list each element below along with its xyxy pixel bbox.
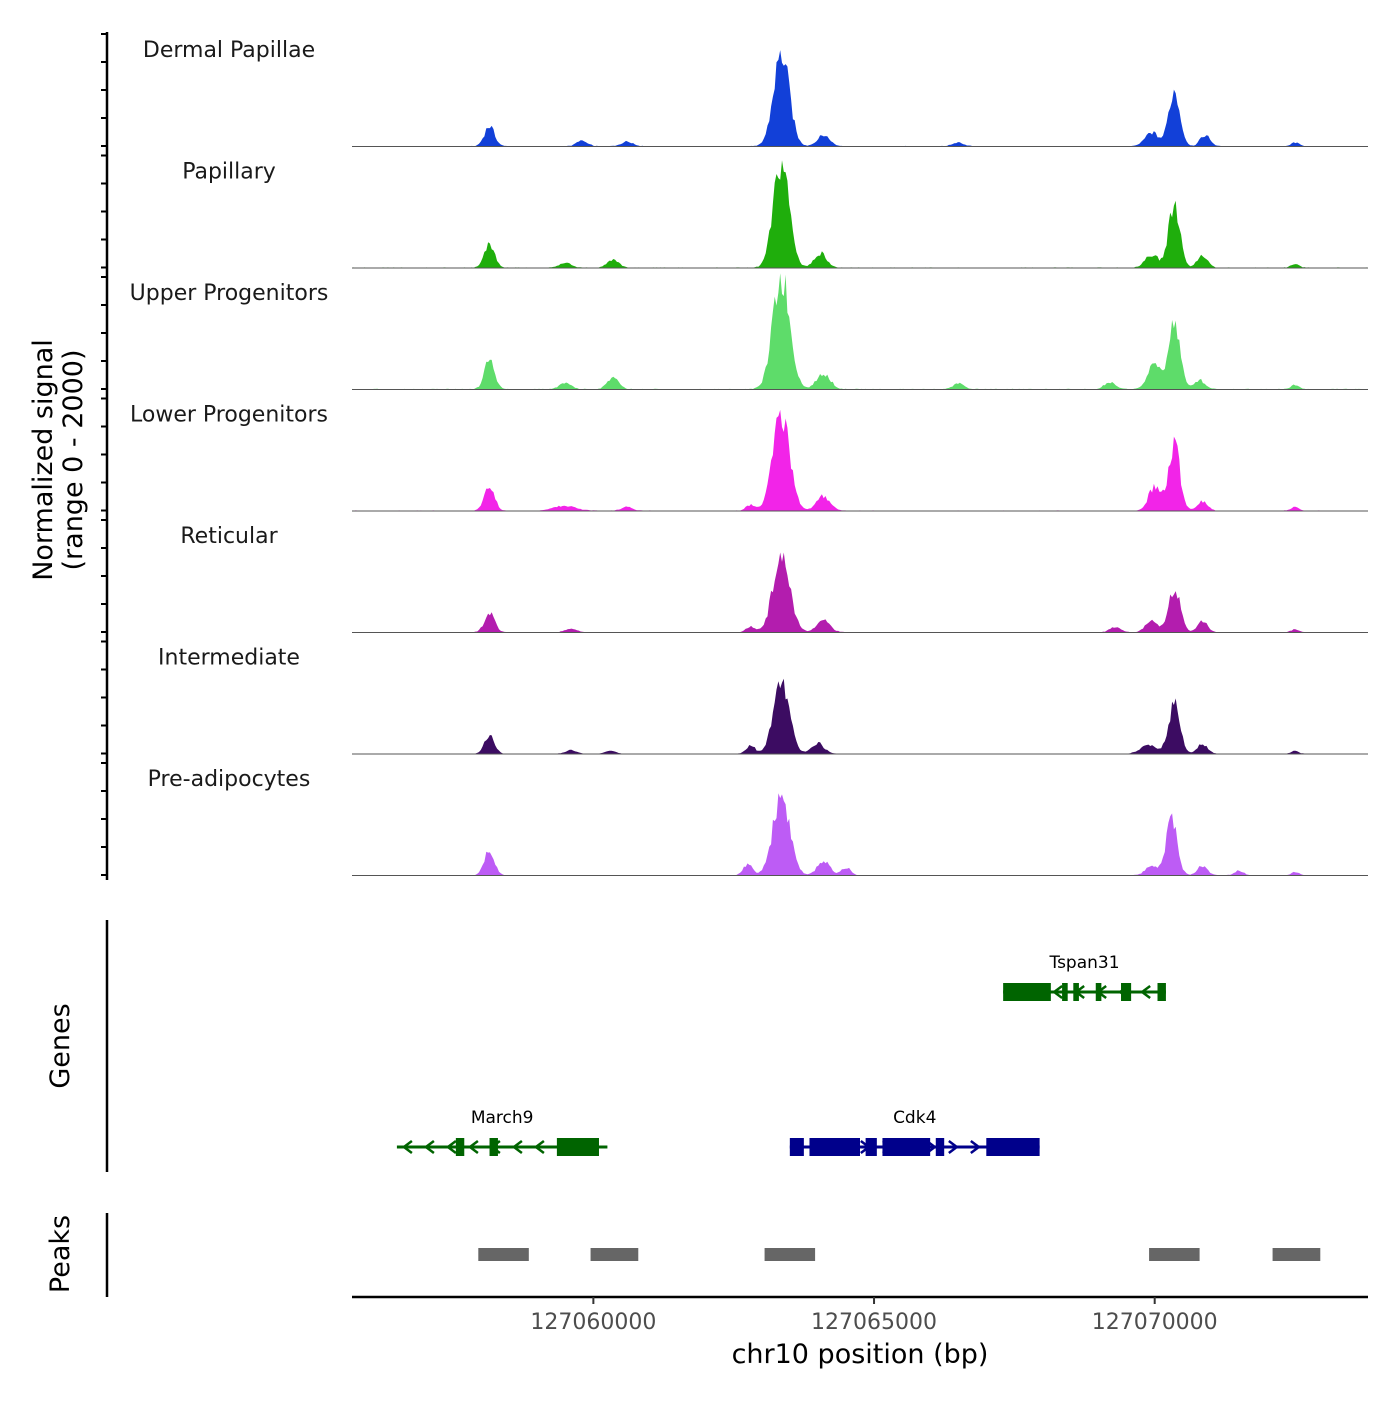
exon-block bbox=[882, 1138, 931, 1156]
track-intermediate: Intermediate bbox=[158, 645, 1368, 755]
exon-block bbox=[489, 1138, 498, 1156]
exon-block bbox=[809, 1138, 860, 1156]
track-label: Intermediate bbox=[158, 645, 300, 670]
exon-block bbox=[935, 1138, 945, 1156]
gene-cdk4: Cdk4 bbox=[789, 1108, 1040, 1156]
track-label: Upper Progenitors bbox=[130, 281, 329, 306]
x-tick-label: 127065000 bbox=[811, 1310, 937, 1335]
track-reticular: Reticular bbox=[180, 524, 1368, 633]
exon-block bbox=[1003, 983, 1051, 1001]
x-tick-label: 127070000 bbox=[1092, 1310, 1218, 1335]
peaks-panel: Peaks bbox=[45, 1213, 1321, 1297]
exon-block bbox=[556, 1138, 599, 1156]
x-axis-label: chr10 position (bp) bbox=[732, 1339, 989, 1370]
signal-area bbox=[352, 160, 1368, 268]
gene-tspan31: Tspan31 bbox=[1003, 953, 1166, 1001]
track-label: Pre-adipocytes bbox=[148, 767, 311, 792]
genes-panel: Genes Tspan31 March9 Cdk4 bbox=[45, 920, 1166, 1172]
y-axis-label-line1: Normalized signal bbox=[28, 339, 59, 581]
strand-arrow bbox=[467, 1140, 479, 1154]
gene-label: March9 bbox=[471, 1108, 534, 1128]
gene-label: Tspan31 bbox=[1049, 953, 1120, 973]
signal-area bbox=[352, 409, 1368, 511]
exon-block bbox=[1073, 983, 1079, 1001]
signal-area bbox=[352, 50, 1368, 147]
gene-label: Cdk4 bbox=[893, 1108, 936, 1128]
track-label: Lower Progenitors bbox=[130, 402, 328, 427]
strand-arrow bbox=[948, 1140, 959, 1154]
track-dermal-papillae: Dermal Papillae bbox=[143, 38, 1368, 147]
exon-block bbox=[1062, 983, 1068, 1001]
genes-panel-label: Genes bbox=[45, 1003, 76, 1088]
gene-march9: March9 bbox=[396, 1108, 608, 1156]
exon-block bbox=[986, 1138, 1040, 1156]
track-label: Dermal Papillae bbox=[143, 38, 315, 63]
strand-arrow bbox=[445, 1140, 457, 1154]
strand-arrow bbox=[970, 1140, 981, 1154]
y-axis-label-line2: (range 0 - 2000) bbox=[58, 350, 89, 571]
track-label: Reticular bbox=[180, 524, 278, 549]
exon-block bbox=[865, 1138, 877, 1156]
signal-area bbox=[352, 793, 1368, 876]
coverage-tracks: Dermal Papillae Papillary Upper Progenitor… bbox=[130, 38, 1368, 876]
strand-arrow bbox=[511, 1140, 523, 1154]
strand-arrow bbox=[1140, 985, 1151, 999]
strand-arrow bbox=[1052, 985, 1063, 999]
x-tick-label: 127060000 bbox=[530, 1310, 656, 1335]
signal-area bbox=[352, 552, 1368, 633]
peak-region bbox=[1272, 1248, 1321, 1261]
exon-block bbox=[455, 1138, 465, 1156]
track-label: Papillary bbox=[182, 159, 276, 184]
strand-arrow bbox=[423, 1140, 435, 1154]
peaks-panel-label: Peaks bbox=[45, 1215, 76, 1293]
peak-region bbox=[1149, 1248, 1200, 1261]
x-axis: 127060000 127065000 127070000 bbox=[352, 1295, 1368, 1335]
signal-y-axis bbox=[101, 32, 109, 880]
exon-block bbox=[1157, 983, 1166, 1001]
peak-region bbox=[478, 1248, 529, 1261]
track-upper-progenitors: Upper Progenitors bbox=[130, 273, 1368, 390]
strand-arrow bbox=[533, 1140, 545, 1154]
peak-region bbox=[764, 1248, 816, 1261]
signal-area bbox=[352, 273, 1368, 390]
peak-region bbox=[590, 1248, 639, 1261]
track-papillary: Papillary bbox=[182, 159, 1368, 269]
track-pre-adipocytes: Pre-adipocytes bbox=[148, 767, 1368, 876]
strand-arrow bbox=[401, 1140, 413, 1154]
signal-area bbox=[352, 678, 1368, 754]
exon-block bbox=[1121, 983, 1132, 1001]
track-lower-progenitors: Lower Progenitors bbox=[130, 402, 1368, 512]
exon-block bbox=[789, 1138, 804, 1156]
exon-block bbox=[1095, 983, 1102, 1001]
